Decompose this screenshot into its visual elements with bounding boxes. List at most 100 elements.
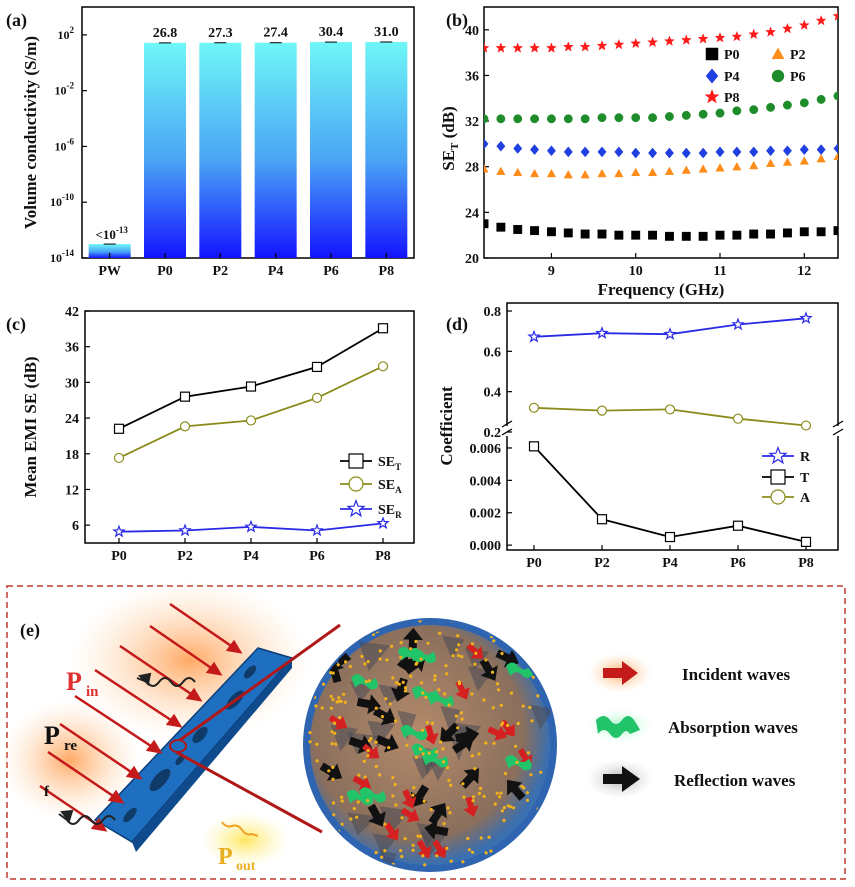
p-re-label: P [44, 721, 60, 750]
point-p4 [597, 146, 607, 158]
point-se-t [113, 423, 125, 434]
nanoparticle [394, 803, 398, 807]
panel-a-ytick-label: 10-6 [55, 136, 75, 153]
absorption-wave [400, 724, 428, 741]
bar-p0 [144, 42, 186, 258]
nanoparticle [454, 714, 458, 718]
reflection-arrow [403, 627, 423, 652]
nanoparticle [378, 649, 382, 653]
nanoparticle [356, 800, 360, 804]
nanoparticle [495, 791, 499, 795]
legend-label-se-a: SEA [378, 478, 402, 495]
reflection-arrow [390, 677, 411, 702]
point-se-t [245, 381, 257, 392]
nanoparticle [426, 641, 430, 645]
panel-a-ytick-label: 10-10 [50, 192, 74, 209]
nanoparticle [536, 694, 540, 698]
nanoparticle [443, 692, 447, 696]
panel-a-ytick-label: 10-14 [50, 248, 74, 265]
panel-b-xtick-label: 11 [713, 264, 726, 279]
nanoparticle [391, 776, 395, 780]
point-p2 [580, 169, 590, 179]
point-se-a [113, 452, 125, 464]
nanoparticle [337, 696, 341, 700]
line-t [533, 445, 807, 543]
nanoparticle [451, 654, 455, 658]
point-p8 [697, 33, 709, 44]
nanoparticle [311, 624, 315, 628]
nanoparticle [466, 836, 470, 841]
nanoparticle [439, 740, 443, 744]
point-p8 [613, 38, 625, 50]
nanoparticle [540, 841, 545, 846]
nanoparticle [477, 752, 481, 756]
panel-a-ytick-label: 10-2 [55, 81, 75, 98]
nanoparticle [409, 674, 413, 678]
nanoparticle [470, 642, 474, 646]
nanoparticle [438, 631, 442, 635]
bar-p4 [254, 42, 297, 259]
nanoparticle [322, 682, 326, 686]
nanoparticle [542, 864, 547, 868]
nanoparticle [332, 813, 336, 817]
nanoparticle [449, 783, 453, 787]
nanoparticle [528, 647, 532, 651]
point-p0 [496, 222, 506, 232]
zoom-line [175, 750, 323, 834]
point-p0 [833, 226, 838, 236]
bar-p2 [199, 42, 242, 259]
point-p2 [799, 156, 809, 165]
grain [378, 849, 397, 870]
nanoparticle [333, 731, 337, 736]
nanoparticle [506, 723, 510, 728]
bar-data-label: <10-13 [95, 225, 128, 242]
bar-pw [88, 244, 131, 258]
bar-p6 [310, 42, 352, 258]
point-t [528, 441, 540, 452]
nanoparticle [445, 672, 449, 676]
grain [330, 724, 359, 752]
nanoparticle [512, 625, 516, 629]
nanoparticle [335, 700, 339, 704]
point-se-a [311, 392, 323, 403]
legend-marker-r [768, 445, 788, 465]
nanoparticle [378, 657, 382, 661]
nanoparticle [469, 620, 473, 623]
nanoparticle [388, 702, 392, 706]
nanoparticle [529, 773, 533, 777]
nanoparticle [411, 848, 415, 852]
legend-marker-p0 [705, 47, 719, 61]
point-r [527, 329, 541, 343]
nanoparticle [541, 639, 546, 643]
point-t [732, 520, 744, 531]
nanoparticle [352, 807, 356, 811]
point-p8 [765, 26, 777, 37]
nanoparticle [459, 711, 463, 715]
nanoparticle [434, 750, 439, 754]
nanoparticle [490, 670, 495, 674]
nanoparticle [414, 662, 418, 666]
point-a [732, 413, 744, 424]
point-a [800, 420, 812, 431]
nanoparticle [340, 799, 344, 803]
legend-incident-icon [603, 661, 638, 685]
bar-p8 [365, 41, 408, 258]
nanoparticle [366, 748, 370, 753]
nanoparticle [364, 680, 368, 684]
incident-arrow [400, 807, 420, 823]
legend-marker-se-a [348, 476, 364, 492]
nanoparticle [470, 692, 474, 696]
panel-d-break-gap [501, 426, 513, 436]
nanoparticle [363, 854, 367, 858]
point-p0 [631, 230, 641, 240]
point-p0 [816, 227, 826, 237]
nanoparticle [383, 822, 387, 826]
nanoparticle [403, 689, 407, 693]
nanoparticle [339, 699, 343, 703]
nanoparticle [448, 811, 452, 815]
nanoparticle [418, 747, 422, 751]
point-se-t [377, 323, 389, 334]
nanoparticle [394, 719, 398, 723]
point-p6 [782, 100, 792, 110]
point-p6 [597, 113, 607, 123]
